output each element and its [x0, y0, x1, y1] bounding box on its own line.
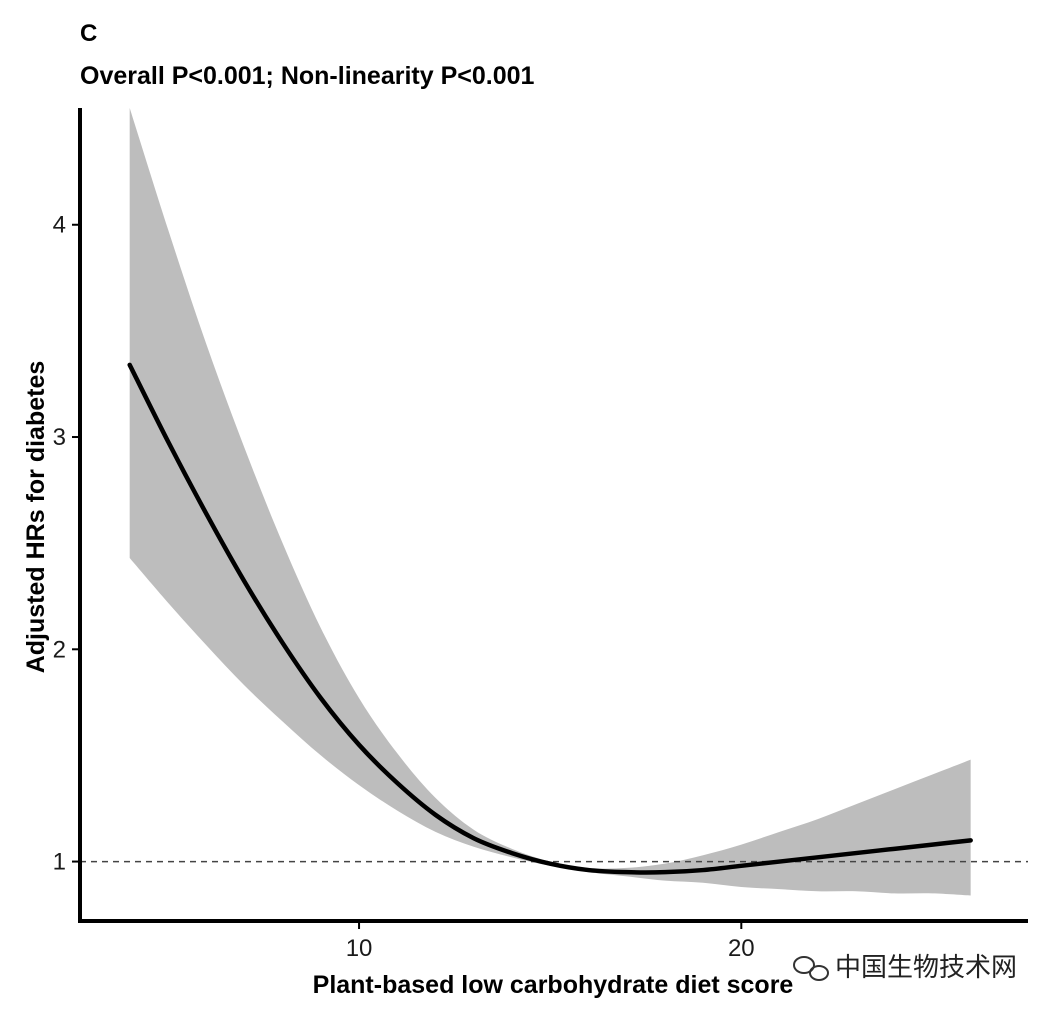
x-tick-label: 20: [728, 935, 755, 962]
x-axis-title: Plant-based low carbohydrate diet score: [313, 971, 794, 999]
y-axis-title: Adjusted HRs for diabetes: [22, 361, 50, 674]
panel-label: C: [80, 20, 97, 47]
y-tick-label: 4: [53, 212, 66, 239]
y-tick-label: 1: [53, 849, 66, 876]
x-axis-ticks: 10 20: [346, 921, 755, 962]
chart-title: Overall P<0.001; Non-linearity P<0.001: [80, 62, 535, 90]
hr-curve: [127, 362, 973, 875]
watermark: 中国生物技术网: [793, 952, 1017, 982]
y-axis-ticks: 1 2 3 4: [53, 212, 80, 876]
watermark-text: 中国生物技术网: [835, 952, 1017, 982]
confidence-interval-band: [129, 108, 971, 896]
y-tick-label: 3: [53, 424, 66, 451]
x-tick-label: 10: [346, 935, 373, 962]
wechat-icon: [793, 956, 829, 981]
y-tick-label: 2: [53, 636, 66, 663]
plot-area: [80, 108, 1028, 896]
